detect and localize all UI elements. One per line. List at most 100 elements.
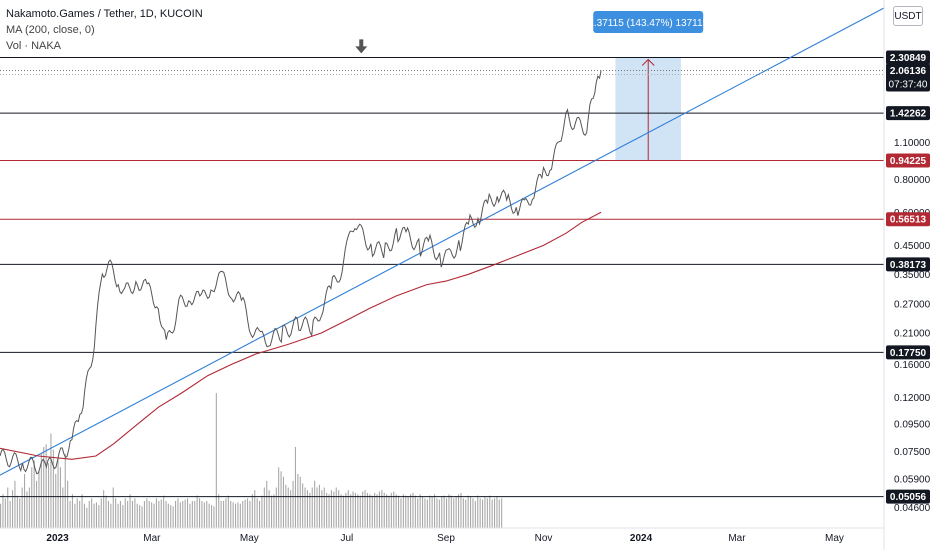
volume-bar — [477, 495, 479, 528]
volume-bar — [69, 501, 71, 528]
volume-bar — [184, 499, 186, 528]
volume-bar — [220, 501, 222, 528]
volume-bar — [410, 494, 412, 529]
volume-bar — [282, 476, 284, 528]
price-badge[interactable] — [886, 345, 930, 360]
y-tick-label: 0.45000 — [894, 241, 931, 252]
currency-button[interactable]: USDT — [893, 6, 923, 26]
volume-bar — [357, 494, 359, 529]
volume-bar — [88, 501, 90, 528]
volume-bar — [323, 487, 325, 528]
volume-bar — [498, 499, 500, 528]
volume-bar — [460, 492, 462, 528]
y-tick-label: 0.07500 — [894, 447, 931, 458]
volume-bar — [326, 492, 328, 528]
volume-bar — [225, 498, 227, 528]
volume-bar — [131, 501, 133, 528]
volume-bar — [172, 506, 174, 528]
volume-bar — [143, 501, 145, 528]
volume-bar — [98, 505, 100, 529]
volume-bar — [359, 495, 361, 528]
volume-bar — [249, 501, 251, 528]
volume-bar — [21, 487, 23, 528]
volume-bar — [362, 491, 364, 529]
volume-bar — [208, 503, 210, 528]
volume-bar — [153, 503, 155, 528]
volume-bar — [179, 502, 181, 528]
volume-bar — [292, 480, 294, 529]
volume-bar — [278, 467, 280, 529]
volume-bar — [304, 487, 306, 528]
volume-bar — [302, 483, 304, 528]
volume-bar — [376, 494, 378, 529]
y-tick-label: 0.35000 — [894, 270, 931, 281]
volume-bar — [338, 490, 340, 528]
volume-bar — [105, 495, 107, 528]
volume-bar — [115, 498, 117, 528]
volume-bar — [19, 498, 21, 528]
price-scale[interactable] — [884, 0, 932, 550]
volume-bar — [55, 474, 57, 528]
price-badge[interactable] — [886, 212, 930, 227]
y-tick-label: 0.09500 — [894, 420, 931, 431]
price-badge[interactable] — [886, 257, 930, 272]
volume-bar — [309, 492, 311, 528]
price-badge[interactable] — [886, 489, 930, 504]
volume-bar — [390, 492, 392, 528]
volume-bar — [7, 487, 9, 528]
volume-bar — [402, 494, 404, 529]
volume-bar — [306, 490, 308, 528]
volume-bar — [165, 501, 167, 528]
trendline[interactable] — [0, 7, 885, 476]
volume-bar — [71, 494, 73, 529]
volume-bar — [136, 503, 138, 528]
volume-bar — [177, 498, 179, 528]
volume-bar — [26, 491, 28, 529]
down-arrow-marker[interactable] — [355, 39, 368, 54]
measure-arrow-head — [641, 58, 655, 66]
price-badge[interactable] — [886, 50, 930, 65]
volume-bar — [112, 487, 114, 528]
x-tick-label: Jul — [340, 533, 353, 544]
volume-bar — [352, 491, 354, 529]
volume-bar — [318, 484, 320, 528]
volume-bar — [187, 498, 189, 528]
volume-bar — [412, 492, 414, 528]
price-badge-label: 0.05056 — [890, 492, 927, 503]
volume-bar — [215, 393, 217, 528]
volume-bar — [311, 487, 313, 528]
volume-bar — [43, 447, 45, 528]
volume-bar — [206, 501, 208, 528]
volume-bar — [24, 474, 26, 528]
volume-bar — [38, 471, 40, 528]
volume-bar — [398, 495, 400, 528]
price-badge[interactable] — [886, 106, 930, 121]
volume-bar — [342, 495, 344, 528]
volume-bar — [321, 490, 323, 528]
volume-bar — [491, 499, 493, 528]
volume-bar — [417, 498, 419, 528]
volume-bar — [232, 502, 234, 528]
volume-bar — [59, 467, 61, 529]
ma-legend[interactable]: MA (200, close, 0) — [6, 24, 95, 36]
volume-bar — [335, 487, 337, 528]
volume-bar — [235, 503, 237, 528]
volume-bar — [57, 457, 59, 528]
volume-bar — [95, 502, 97, 528]
volume-bar — [280, 471, 282, 528]
price-badge[interactable] — [886, 63, 930, 92]
volume-bar — [230, 501, 232, 528]
volume-bar — [146, 498, 148, 528]
volume-bar — [364, 490, 366, 528]
volume-bar — [201, 501, 203, 528]
volume-bar — [484, 496, 486, 528]
volume-bar — [31, 467, 33, 529]
volume-bar — [489, 495, 491, 528]
price-badge[interactable] — [886, 153, 930, 168]
volume-bar — [386, 494, 388, 529]
volume-legend[interactable]: Vol · NAKA — [6, 40, 62, 52]
volume-bar — [465, 499, 467, 528]
measure-label-bg — [593, 11, 704, 33]
volume-bar — [0, 503, 2, 528]
